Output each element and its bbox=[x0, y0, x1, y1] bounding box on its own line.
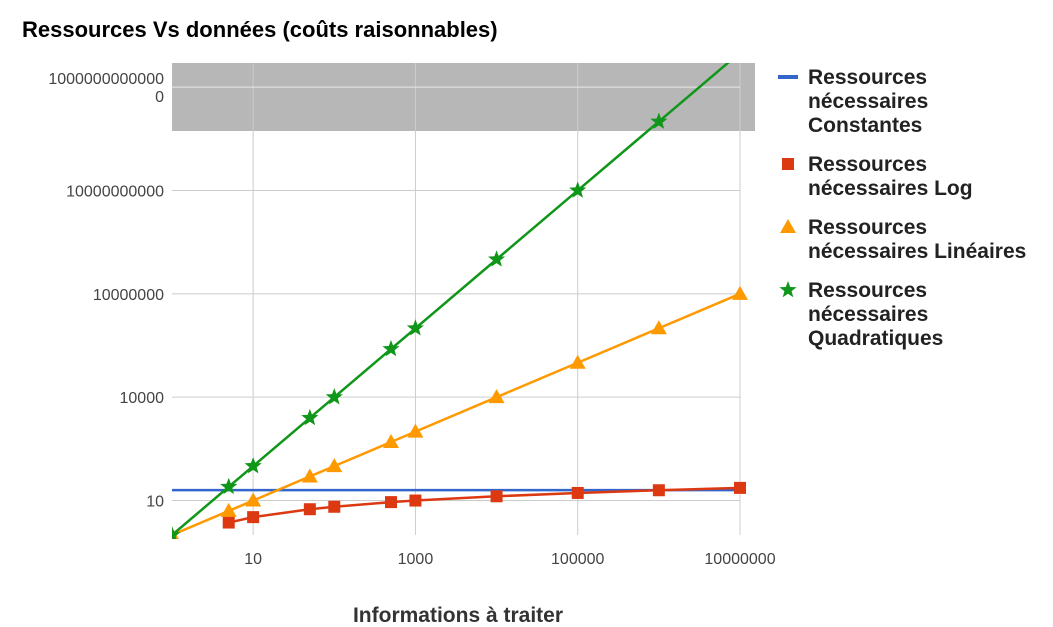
data-point bbox=[734, 481, 746, 494]
data-point bbox=[488, 250, 506, 267]
data-point bbox=[244, 457, 262, 474]
y-tick-label: 0 bbox=[155, 89, 164, 106]
legend-item: Ressources nécessaires Linéaires bbox=[780, 216, 1026, 263]
data-point bbox=[303, 503, 316, 516]
x-tick-label: 10 bbox=[244, 551, 262, 568]
data-point bbox=[650, 112, 668, 129]
legend-item: Ressources nécessaires Constantes bbox=[778, 66, 928, 137]
y-tick-label: 10000000000 bbox=[66, 183, 164, 200]
legend-item: Ressources nécessaires Log bbox=[782, 153, 973, 200]
data-point bbox=[325, 388, 343, 405]
y-tick-label: 10 bbox=[146, 494, 164, 511]
data-point bbox=[382, 340, 400, 357]
data-point bbox=[731, 44, 748, 60]
legend-label: Ressources nécessaires Linéaires bbox=[808, 216, 1026, 263]
data-point bbox=[247, 511, 260, 524]
legend-item: Ressources nécessaires Quadratiques bbox=[779, 279, 943, 350]
data-point bbox=[732, 285, 748, 300]
data-point bbox=[222, 516, 235, 529]
x-axis: 10 1000 100000 10000000 bbox=[244, 551, 775, 568]
data-point bbox=[569, 181, 587, 198]
upper-band bbox=[172, 63, 755, 131]
data-point bbox=[385, 496, 398, 509]
data-point bbox=[409, 494, 422, 507]
data-point bbox=[220, 477, 238, 495]
data-point bbox=[569, 354, 586, 369]
data-point bbox=[326, 458, 343, 473]
data-point bbox=[328, 500, 341, 513]
data-point bbox=[301, 408, 319, 426]
y-tick-label: 1000000000000 bbox=[48, 71, 164, 88]
y-tick-label: 10000000 bbox=[93, 287, 164, 304]
series-square bbox=[222, 481, 746, 529]
x-tick-label: 100000 bbox=[551, 551, 604, 568]
x-tick-label: 10000000 bbox=[704, 551, 775, 568]
legend-label: Ressources nécessaires Constantes bbox=[808, 66, 928, 137]
y-tick-label: 10000 bbox=[120, 390, 165, 407]
data-point bbox=[245, 492, 262, 507]
plot-area bbox=[172, 44, 748, 539]
data-point bbox=[301, 468, 318, 483]
data-point bbox=[172, 526, 181, 539]
grid-layer bbox=[172, 63, 755, 535]
data-point bbox=[779, 281, 797, 298]
data-point bbox=[407, 423, 424, 438]
data-point bbox=[383, 434, 400, 449]
legend: Ressources nécessaires Constantes Ressource… bbox=[778, 66, 1026, 350]
legend-label: Ressources nécessaires Quadratiques bbox=[808, 279, 943, 350]
data-point bbox=[406, 319, 424, 336]
x-axis-title: Informations à traiter bbox=[353, 604, 563, 627]
x-tick-label: 1000 bbox=[398, 551, 434, 568]
data-point bbox=[652, 484, 665, 497]
data-point bbox=[490, 490, 503, 503]
chart-title: Ressources Vs données (coûts raisonnable… bbox=[22, 17, 498, 42]
data-point bbox=[650, 320, 667, 335]
data-point bbox=[220, 502, 237, 517]
series-star bbox=[172, 44, 748, 539]
series-triangle bbox=[172, 285, 748, 539]
data-point bbox=[488, 389, 505, 404]
legend-label: Ressources nécessaires Log bbox=[808, 153, 973, 200]
data-point bbox=[780, 219, 796, 233]
series-line bbox=[228, 486, 741, 524]
data-point bbox=[782, 158, 794, 170]
data-point bbox=[571, 486, 584, 499]
